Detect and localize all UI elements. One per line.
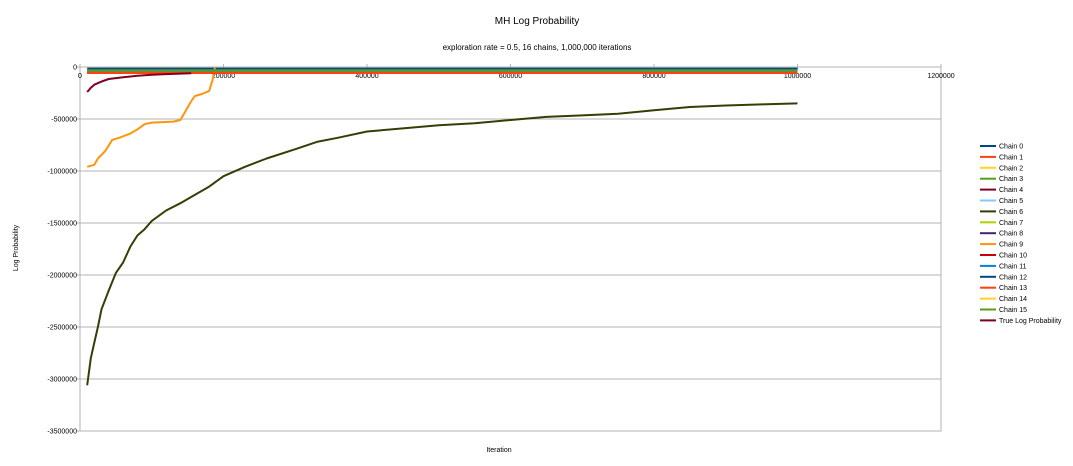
y-tick-label: 0 — [73, 65, 77, 72]
y-tick-label: -1000000 — [47, 169, 77, 176]
y-tick-label: -500000 — [51, 117, 77, 124]
plot-area — [79, 66, 942, 432]
legend-label-chain-0: Chain 0 — [999, 144, 1023, 151]
x-tick-label: 400000 — [355, 73, 378, 80]
legend-label-chain-10: Chain 10 — [999, 253, 1027, 260]
series-line-chain-6 — [86, 102, 798, 386]
x-tick-label: 200000 — [212, 73, 235, 80]
y-tick-label: -1500000 — [47, 221, 77, 228]
series-lines — [86, 67, 798, 386]
legend-label-chain-9: Chain 9 — [999, 242, 1023, 249]
y-axis-label: Log Probability — [13, 224, 20, 271]
legend-label-true-log-probability: True Log Probability — [999, 318, 1062, 325]
legend-label-chain-3: Chain 3 — [999, 176, 1023, 183]
x-tick-label: 800000 — [642, 73, 665, 80]
legend-label-chain-12: Chain 12 — [999, 274, 1027, 281]
y-tick-label: -2000000 — [47, 273, 77, 280]
x-tick-label: 600000 — [499, 73, 522, 80]
legend-label-chain-2: Chain 2 — [999, 165, 1023, 172]
x-tick-label: 0 — [78, 73, 82, 80]
y-tick-label: -3000000 — [47, 377, 77, 384]
legend: Chain 0 Chain 1 Chain 2 Chain 3 Chain 4 Chain… — [980, 144, 1062, 325]
legend-label-chain-1: Chain 1 — [999, 154, 1023, 161]
legend-label-chain-7: Chain 7 — [999, 220, 1023, 227]
legend-label-chain-8: Chain 8 — [999, 231, 1023, 238]
series-line-chain-9 — [86, 67, 216, 168]
x-tick-label: 1000000 — [784, 73, 811, 80]
x-axis-label: Iteration — [486, 447, 511, 454]
chart-title: MH Log Probability — [495, 16, 579, 27]
axes: 0 -500000 -1000000 -1500000 -2000000 -2500000… — [47, 64, 955, 436]
y-tick-label: -2500000 — [47, 325, 77, 332]
legend-label-chain-11: Chain 11 — [999, 263, 1027, 270]
chart-subtitle: exploration rate = 0.5, 16 chains, 1,000… — [443, 43, 632, 52]
legend-label-chain-13: Chain 13 — [999, 285, 1027, 292]
legend-label-chain-6: Chain 6 — [999, 209, 1023, 216]
legend-label-chain-5: Chain 5 — [999, 198, 1023, 205]
y-tick-label: -3500000 — [47, 429, 77, 436]
legend-label-chain-14: Chain 14 — [999, 296, 1027, 303]
legend-label-chain-15: Chain 15 — [999, 307, 1027, 314]
legend-label-chain-4: Chain 4 — [999, 187, 1023, 194]
gridlines — [79, 66, 942, 432]
x-tick-label: 1200000 — [927, 73, 954, 80]
series-line-true-log-probability — [86, 72, 192, 93]
